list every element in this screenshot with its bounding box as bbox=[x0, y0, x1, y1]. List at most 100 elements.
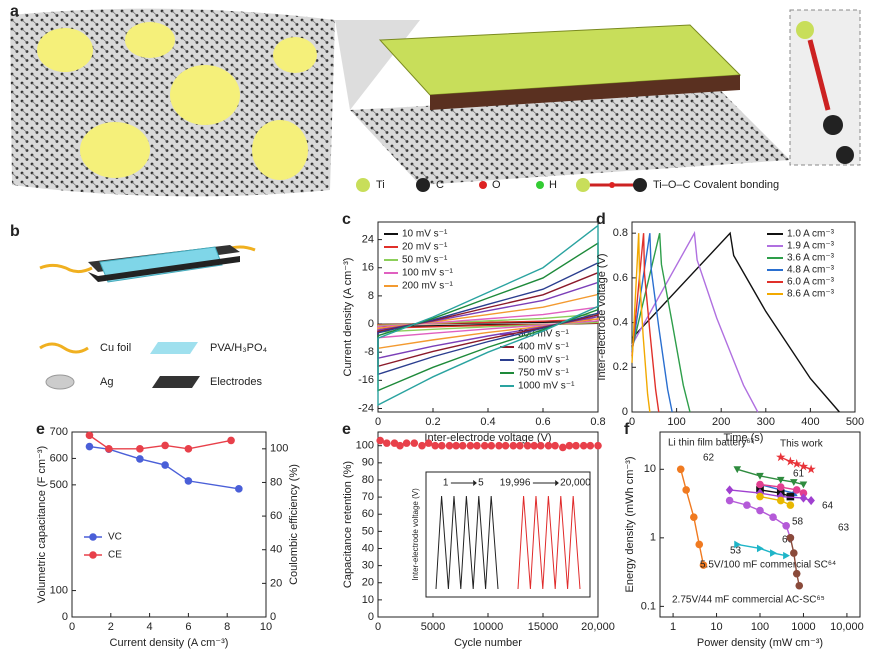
marker bbox=[806, 464, 815, 473]
x-axis-label: Current density (A cm⁻³) bbox=[110, 637, 229, 649]
graphene-lattice bbox=[350, 90, 790, 185]
series-label: 61 bbox=[793, 469, 805, 480]
marker bbox=[136, 455, 144, 463]
legend-icon bbox=[40, 344, 88, 352]
x-tick-label: 0 bbox=[629, 416, 635, 428]
marker bbox=[770, 549, 777, 557]
y-tick-label: 500 bbox=[50, 479, 68, 491]
marker bbox=[86, 443, 94, 451]
marker bbox=[105, 445, 113, 453]
y-tick-label: 8 bbox=[368, 290, 374, 302]
panel-a: a Ti C O H Ti–O–C Covalent bonding bbox=[10, 3, 860, 196]
legend-text: 8.6 A cm⁻³ bbox=[787, 289, 835, 300]
legend-icon bbox=[479, 181, 487, 189]
marker bbox=[227, 437, 235, 445]
legend-icon bbox=[633, 178, 647, 192]
series-label: 63 bbox=[838, 523, 850, 534]
series-line bbox=[737, 544, 786, 555]
legend-text: 20 mV s⁻¹ bbox=[402, 242, 448, 253]
marker bbox=[411, 439, 419, 447]
y-tick-label: 10 bbox=[362, 594, 374, 606]
x-tick-label: 8 bbox=[224, 621, 230, 633]
y-tick-label: 90 bbox=[362, 457, 374, 469]
x-axis-label: Inter-electrode voltage (V) bbox=[424, 432, 551, 444]
inset-label: 20,000 bbox=[560, 478, 591, 489]
legend-text: Cu foil bbox=[100, 342, 131, 354]
x-tick-label: 0 bbox=[375, 416, 381, 428]
legend-text: Ti–O–C Covalent bonding bbox=[653, 179, 779, 191]
marker bbox=[756, 507, 764, 515]
marker bbox=[559, 444, 567, 452]
y-tick-label: 20 bbox=[362, 577, 374, 589]
panel-label: c bbox=[342, 211, 351, 228]
legend-marker bbox=[89, 551, 97, 559]
x-tick-label: 500 bbox=[846, 416, 864, 428]
legend-icon bbox=[416, 178, 430, 192]
panel-label: b bbox=[10, 223, 20, 240]
y-tick-label: 16 bbox=[362, 262, 374, 274]
marker bbox=[800, 481, 808, 488]
marker bbox=[161, 461, 169, 469]
inset-frame bbox=[426, 472, 590, 597]
legend-text: Ag bbox=[100, 376, 113, 388]
legend-text: 200 mV s⁻¹ bbox=[402, 281, 454, 292]
marker bbox=[425, 439, 433, 447]
marker bbox=[726, 497, 734, 505]
y2-tick-label: 0 bbox=[270, 611, 276, 623]
y-tick-label: 0.4 bbox=[613, 316, 628, 328]
marker bbox=[383, 439, 391, 447]
marker bbox=[431, 442, 439, 450]
y-tick-label: 100 bbox=[356, 440, 374, 452]
y2-axis-label: Coulombic efficiency (%) bbox=[288, 464, 300, 585]
marker bbox=[793, 486, 801, 494]
legend-text: PVA/H₃PO₄ bbox=[210, 342, 268, 354]
y-axis-label: Energy density (mWh cm⁻³) bbox=[624, 457, 636, 593]
marker bbox=[502, 442, 510, 450]
marker bbox=[677, 465, 685, 473]
x-tick-label: 0.4 bbox=[480, 416, 495, 428]
y-tick-label: 600 bbox=[50, 452, 68, 464]
x-tick-label: 0.2 bbox=[425, 416, 440, 428]
x-tick-label: 1 bbox=[670, 621, 676, 633]
x-tick-label: 6 bbox=[185, 621, 191, 633]
y-tick-label: 700 bbox=[50, 426, 68, 438]
x-axis-label: Cycle number bbox=[454, 637, 522, 649]
flake bbox=[273, 37, 317, 73]
c-atom bbox=[836, 146, 854, 164]
panel-b: b Cu foil PVA/H₃PO₄ Ag Electrodes bbox=[10, 223, 268, 389]
plot-frame bbox=[660, 432, 860, 617]
marker bbox=[587, 442, 595, 450]
marker bbox=[786, 457, 795, 466]
marker bbox=[594, 442, 602, 450]
panel-label: e bbox=[36, 421, 45, 438]
y-tick-label: 0 bbox=[368, 318, 374, 330]
marker bbox=[783, 552, 790, 560]
marker bbox=[86, 432, 94, 440]
marker bbox=[495, 442, 503, 450]
y-tick-label: 40 bbox=[362, 542, 374, 554]
y-tick-label: -16 bbox=[358, 374, 374, 386]
legend-text: 100 mV s⁻¹ bbox=[402, 268, 454, 279]
legend-icon bbox=[46, 375, 74, 389]
marker bbox=[510, 442, 518, 450]
series-label: 58 bbox=[792, 517, 804, 528]
x-tick-label: 200 bbox=[712, 416, 730, 428]
inset-label: 19,996 bbox=[500, 478, 531, 489]
legend-text: C bbox=[436, 179, 444, 191]
x-tick-label: 2 bbox=[108, 621, 114, 633]
legend-text: VC bbox=[108, 532, 122, 543]
marker bbox=[682, 486, 690, 494]
ti-atom bbox=[796, 21, 814, 39]
legend-text: 1.9 A cm⁻³ bbox=[787, 241, 835, 252]
legend-text: 6.0 A cm⁻³ bbox=[787, 277, 835, 288]
legend-icon bbox=[576, 178, 590, 192]
marker bbox=[185, 445, 193, 453]
y-axis-label: Capacitance retention (%) bbox=[342, 461, 354, 588]
y2-tick-label: 100 bbox=[270, 443, 288, 455]
legend-icon bbox=[536, 181, 544, 189]
marker bbox=[161, 442, 169, 450]
marker bbox=[790, 549, 798, 557]
marker bbox=[473, 442, 481, 450]
marker bbox=[580, 442, 588, 450]
marker bbox=[756, 493, 764, 501]
